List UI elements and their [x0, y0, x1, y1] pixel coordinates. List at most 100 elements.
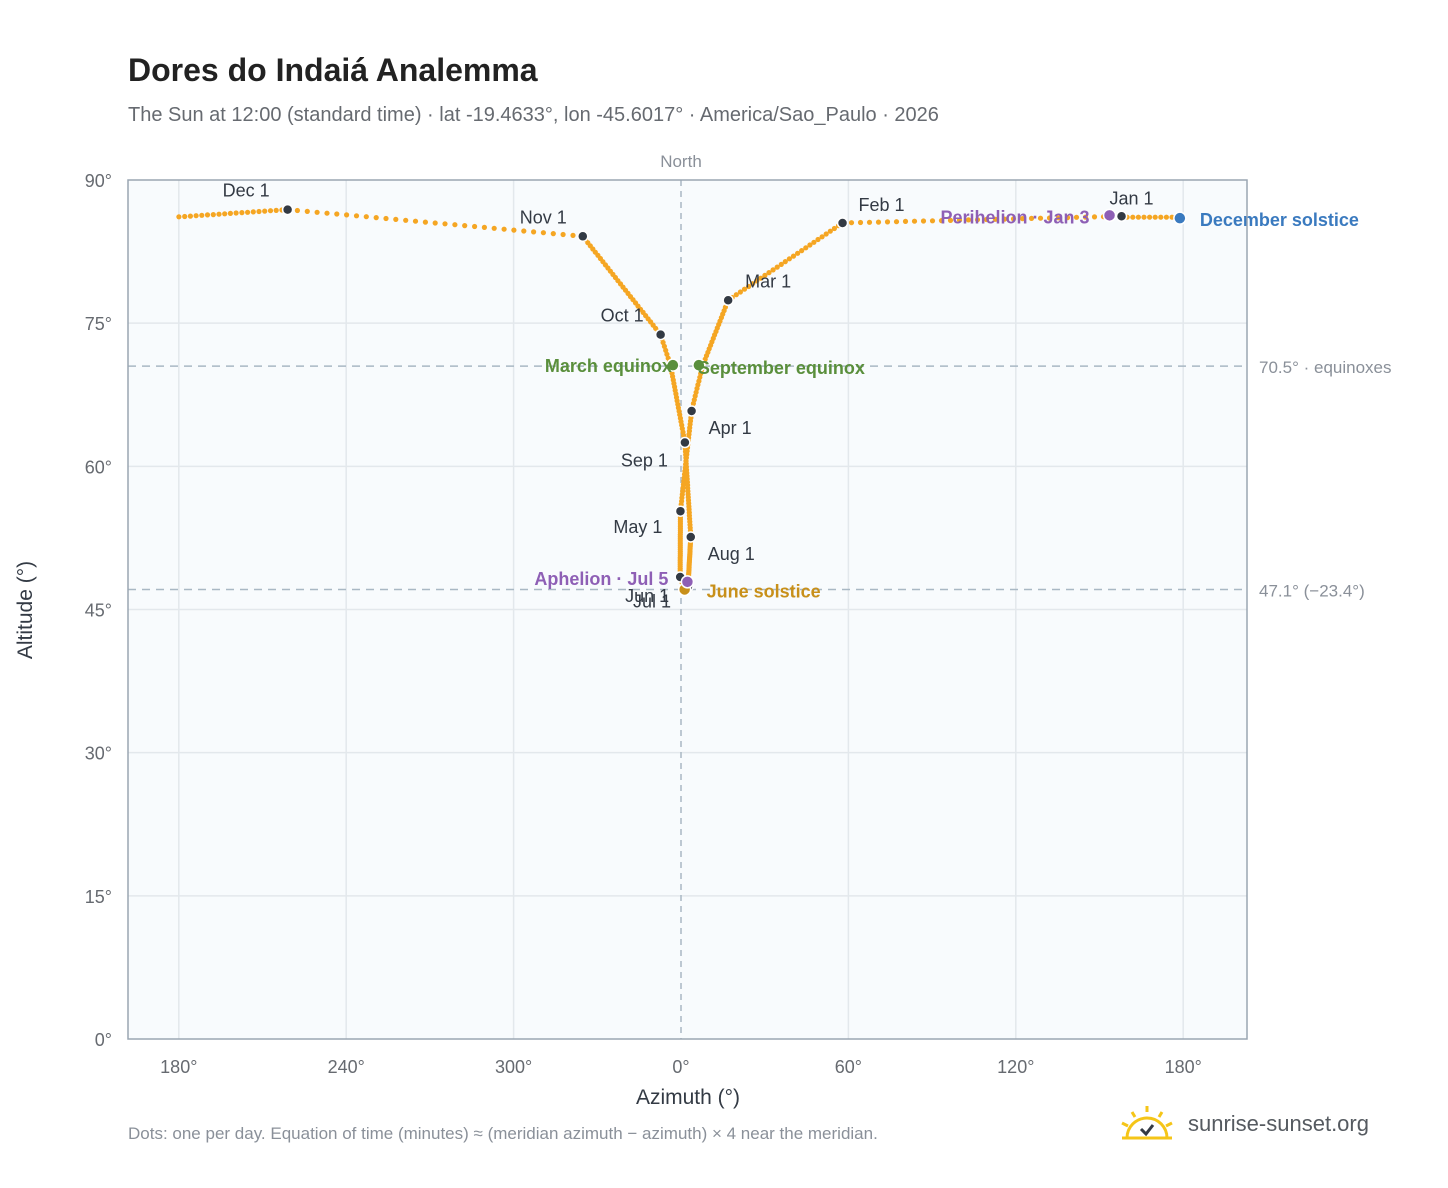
daily-sun-dot — [239, 210, 245, 216]
daily-sun-dot — [733, 292, 739, 298]
x-tick-label: 120° — [997, 1057, 1034, 1077]
daily-sun-dot — [314, 209, 320, 215]
month-marker-dot — [674, 505, 687, 517]
daily-sun-dot — [262, 208, 268, 214]
daily-sun-dot — [373, 215, 379, 221]
month-marker-label: Aug 1 — [708, 544, 755, 564]
daily-sun-dot — [245, 209, 251, 215]
daily-sun-dot — [511, 227, 517, 233]
daily-sun-dot — [750, 281, 756, 287]
event-markers: March equinox September equinox June solst… — [534, 207, 1359, 601]
axis-ticks: 180° 240° 300° 0° 60° 120° 180° 0° 15° 30° 45° 60° 7… — [85, 171, 1202, 1077]
reference-line-label: 70.5° · equinoxes — [1259, 358, 1392, 377]
daily-sun-dot — [1046, 215, 1053, 221]
x-axis-label: Azimuth (°) — [636, 1086, 740, 1109]
event-marker-dot — [1102, 208, 1117, 223]
daily-sun-dot — [304, 208, 310, 214]
month-marker-dot — [685, 405, 698, 417]
month-marker-dot — [685, 531, 697, 543]
daily-sun-dot — [540, 230, 547, 236]
daily-sun-dot — [273, 207, 279, 213]
daily-sun-dot — [1010, 216, 1017, 222]
event-marker-label: September equinox — [698, 358, 865, 378]
daily-sun-dot — [799, 248, 805, 254]
x-tick-label: 300° — [495, 1057, 532, 1077]
daily-sun-dot — [807, 242, 813, 248]
daily-sun-dot — [911, 218, 918, 224]
daily-sun-dot — [974, 217, 981, 223]
brand: sunrise-sunset.org — [1120, 1102, 1369, 1146]
daily-sun-dot — [176, 214, 182, 220]
y-tick-label: 30° — [85, 744, 112, 764]
daily-sun-dot — [938, 218, 945, 224]
daily-sun-dot — [884, 219, 891, 225]
event-marker-label: June solstice — [707, 581, 821, 601]
daily-sun-dot — [983, 216, 990, 223]
month-marker-label: Sep 1 — [621, 450, 668, 470]
x-tick-label: 180° — [1165, 1057, 1202, 1077]
daily-sun-dot — [256, 208, 262, 215]
reference-line-label: 47.1° (−23.4°) — [1259, 581, 1365, 600]
daily-sun-dot — [866, 219, 873, 225]
daily-sun-dot — [204, 212, 211, 218]
reference-lines: 70.5° · equinoxes 47.1° (−23.4°) — [128, 358, 1392, 600]
daily-sun-dot — [1135, 214, 1141, 220]
event-marker-label: December solstice — [1200, 210, 1359, 230]
month-marker-label: Jul 1 — [633, 592, 671, 612]
daily-sun-dot — [790, 253, 797, 259]
month-marker-label: Mar 1 — [745, 271, 791, 291]
daily-sun-dot — [442, 221, 448, 227]
daily-sun-dot — [432, 220, 438, 226]
daily-sun-dot — [786, 256, 793, 262]
daily-sun-dot — [531, 229, 537, 235]
daily-sun-dot — [1037, 215, 1044, 221]
daily-sun-dot — [1001, 216, 1008, 222]
daily-sun-dot — [199, 212, 205, 218]
daily-sun-dot — [965, 217, 972, 223]
daily-sun-dot — [491, 225, 497, 231]
daily-sun-dot — [1147, 214, 1153, 220]
daily-sun-dot — [560, 231, 566, 238]
daily-sun-dot — [1064, 215, 1071, 221]
plot-frame — [127, 179, 1248, 1040]
daily-sun-dot — [754, 278, 760, 284]
daily-sun-dot — [233, 210, 239, 216]
daily-sun-dot — [778, 261, 784, 267]
daily-sun-dot — [1019, 216, 1026, 222]
daily-sun-dot — [795, 250, 801, 256]
daily-sun-dot — [250, 209, 256, 215]
daily-sun-dot — [766, 270, 772, 276]
event-marker-dot — [1173, 211, 1187, 225]
daily-sun-dot — [741, 286, 748, 292]
daily-sun-dot — [660, 339, 666, 346]
daily-sun-dot — [992, 216, 999, 222]
daily-sun-dot — [222, 211, 228, 217]
daily-sun-dot — [762, 272, 768, 278]
y-tick-label: 60° — [85, 457, 112, 477]
daily-sun-dot — [481, 224, 487, 230]
daily-sun-dot — [403, 217, 409, 223]
daily-sun-dot — [920, 218, 927, 224]
event-marker-label: Aphelion · Jul 5 — [534, 569, 668, 589]
daily-sun-dot — [1073, 214, 1080, 220]
x-tick-label: 0° — [672, 1057, 689, 1077]
north-label: North — [660, 152, 702, 171]
event-marker-dot — [692, 358, 706, 372]
daily-sun-dot — [770, 267, 776, 273]
daily-sun-dot — [501, 226, 507, 232]
daily-sun-dot — [187, 213, 193, 219]
daily-sun-dot — [1091, 214, 1098, 220]
daily-sun-dot — [1141, 214, 1147, 220]
daily-sun-dot — [893, 219, 900, 225]
daily-sun-dot — [1152, 214, 1158, 220]
daily-sun-dot — [1082, 214, 1089, 220]
daily-sun-dot — [570, 232, 576, 238]
daily-sun-dot — [363, 214, 369, 220]
daily-sun-dot — [1158, 214, 1164, 220]
month-marker-label: Jun 1 — [625, 586, 669, 606]
daily-sun-dot — [1055, 215, 1062, 221]
month-marker-dot — [654, 328, 667, 341]
daily-sun-dot — [216, 211, 222, 217]
daily-sun-dot — [758, 275, 764, 281]
daily-sun-dot — [393, 216, 399, 222]
